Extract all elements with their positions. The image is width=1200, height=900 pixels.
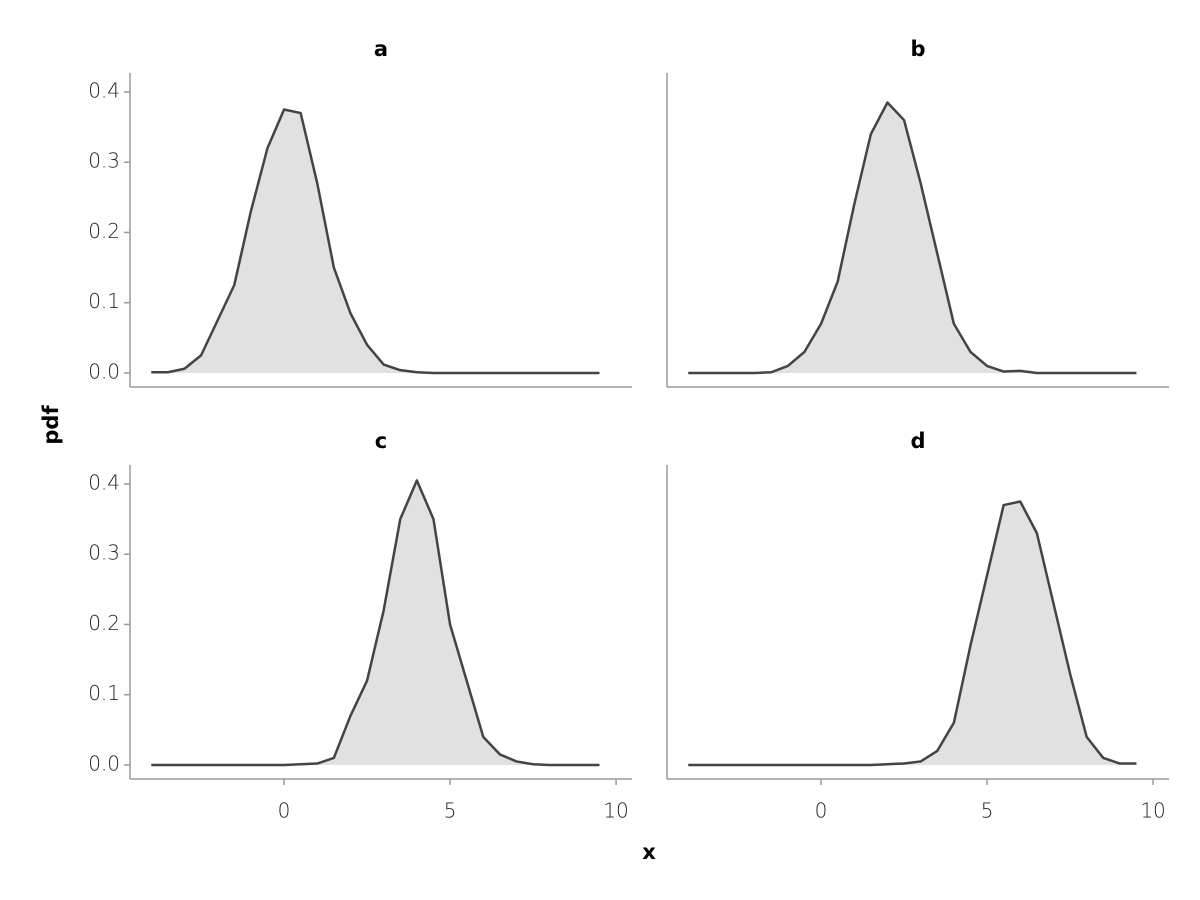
density-line [151, 108, 600, 375]
y-tick-label: 0.1 [88, 289, 120, 313]
y-tick-label: 0.0 [88, 359, 120, 383]
density-area [688, 501, 1137, 765]
panel-title: c [375, 429, 387, 453]
x-tick-label: 10 [1140, 799, 1165, 823]
y-tick-label: 0.1 [88, 681, 120, 705]
x-tick-label: 0 [278, 799, 291, 823]
x-tick-label: 0 [815, 799, 828, 823]
y-tick-label: 0.2 [88, 611, 120, 635]
x-axis-label: x [642, 840, 656, 864]
x-tick-label: 5 [444, 799, 457, 823]
y-tick-label: 0.4 [88, 470, 120, 494]
panel-title: b [910, 37, 925, 61]
density-area [151, 480, 600, 765]
density-line [688, 500, 1137, 767]
y-tick-label: 0.4 [88, 78, 120, 102]
y-tick-label: 0.2 [88, 219, 120, 243]
x-tick-label: 10 [603, 799, 628, 823]
x-tick-label: 5 [981, 799, 994, 823]
y-tick-label: 0.0 [88, 751, 120, 775]
y-tick-label: 0.3 [88, 541, 120, 565]
y-tick-label: 0.3 [88, 149, 120, 173]
density-line [151, 479, 600, 767]
density-area [688, 102, 1137, 373]
y-axis-label: pdf [39, 405, 63, 445]
panel-title: a [374, 37, 388, 61]
density-area [151, 109, 600, 373]
density-line [688, 101, 1137, 375]
panel-title: d [910, 429, 925, 453]
